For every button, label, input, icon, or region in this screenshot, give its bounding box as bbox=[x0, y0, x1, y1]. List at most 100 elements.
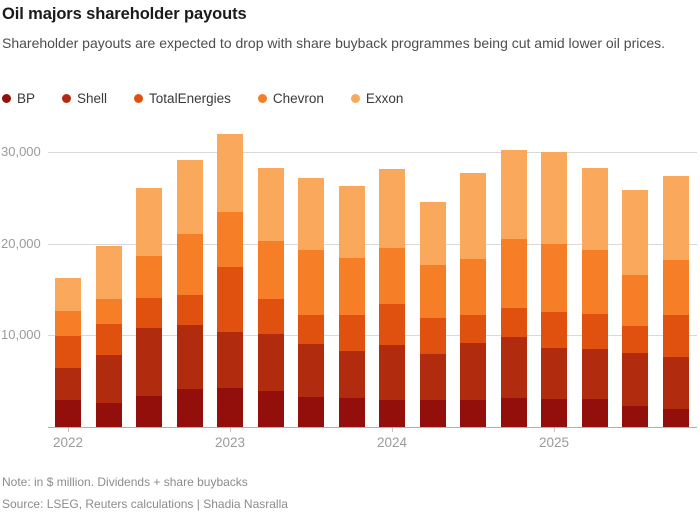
x-axis-year-label: 2022 bbox=[52, 435, 84, 450]
x-axis-line bbox=[48, 427, 697, 428]
legend-item-bp: BP bbox=[2, 91, 35, 106]
bar-segment-chevron-2022-q3 bbox=[136, 255, 162, 299]
bar-segment-exxon-2025-q4 bbox=[662, 175, 689, 261]
bar-segment-exxon-2024-q4 bbox=[500, 150, 527, 239]
chart-subtitle: Shareholder payouts are expected to drop… bbox=[2, 35, 666, 51]
bar-segment-totalenergies-2023-q3 bbox=[298, 315, 324, 344]
y-axis-tick-label: 10,000 bbox=[1, 327, 41, 343]
bar-segment-exxon-2022-q3 bbox=[136, 187, 162, 256]
bar-segment-bp-2024-q4 bbox=[500, 398, 527, 427]
bar-segment-chevron-2023-q4 bbox=[338, 258, 365, 315]
legend-item-chevron: Chevron bbox=[257, 91, 324, 106]
bar-segment-chevron-2025-q2 bbox=[581, 250, 608, 314]
bar-segment-totalenergies-2025-q3 bbox=[622, 325, 648, 354]
legend-dot-icon bbox=[2, 94, 11, 103]
bar-segment-shell-2022-q4 bbox=[176, 325, 203, 390]
bar-segment-shell-2023-q1 bbox=[217, 331, 243, 388]
bar-segment-shell-2025-q2 bbox=[581, 349, 608, 400]
chart-title: Oil majors shareholder payouts bbox=[2, 5, 247, 23]
bar-segment-shell-2025-q4 bbox=[662, 357, 689, 410]
bar-segment-bp-2023-q3 bbox=[298, 397, 324, 427]
gridline-20000 bbox=[48, 243, 697, 245]
bar-segment-shell-2024-q1 bbox=[379, 344, 405, 401]
bar-segment-bp-2023-q4 bbox=[338, 398, 365, 427]
bar-segment-chevron-2023-q3 bbox=[298, 250, 324, 316]
legend-dot-icon bbox=[257, 94, 267, 103]
bar-segment-chevron-2025-q3 bbox=[622, 274, 648, 326]
bar-segment-bp-2022-q3 bbox=[136, 396, 162, 427]
x-axis-year-label: 2025 bbox=[538, 435, 570, 450]
bar-segment-totalenergies-2024-q3 bbox=[460, 314, 486, 344]
legend-item-totalenergies: TotalEnergies bbox=[134, 91, 231, 106]
bar-segment-chevron-2022-q4 bbox=[176, 234, 203, 295]
bar-segment-exxon-2023-q2 bbox=[257, 167, 284, 241]
bar-segment-exxon-2023-q1 bbox=[217, 133, 243, 213]
legend-dot-icon bbox=[350, 94, 360, 103]
bar-segment-bp-2025-q4 bbox=[662, 409, 689, 427]
source-line: Source: LSEG, Reuters calculations | Sha… bbox=[2, 497, 288, 511]
bar-segment-bp-2024-q2 bbox=[419, 400, 446, 427]
bar-segment-chevron-2024-q4 bbox=[500, 238, 527, 308]
x-axis-tick bbox=[392, 428, 393, 432]
bar-segment-shell-2024-q2 bbox=[419, 354, 446, 401]
legend-label: TotalEnergies bbox=[149, 91, 231, 106]
bar-segment-chevron-2023-q1 bbox=[217, 212, 243, 268]
bar-segment-totalenergies-2025-q2 bbox=[581, 313, 608, 350]
bar-segment-totalenergies-2025-q4 bbox=[662, 315, 689, 358]
x-axis-year-label: 2023 bbox=[214, 435, 246, 450]
gridline-30000 bbox=[48, 151, 697, 153]
legend-dot-icon bbox=[134, 94, 144, 103]
bar-segment-exxon-2023-q3 bbox=[298, 177, 324, 251]
legend-item-exxon: Exxon bbox=[350, 91, 404, 106]
legend-item-shell: Shell bbox=[62, 91, 107, 106]
legend-label: Exxon bbox=[365, 91, 404, 106]
x-axis-year-label: 2024 bbox=[376, 435, 408, 450]
bar-segment-bp-2025-q3 bbox=[622, 405, 648, 427]
legend-label: Chevron bbox=[272, 91, 324, 106]
x-axis-tick bbox=[554, 428, 555, 432]
bar-segment-bp-2024-q1 bbox=[379, 400, 405, 427]
bar-segment-shell-2022-q1 bbox=[55, 367, 81, 401]
bar-segment-bp-2024-q3 bbox=[460, 400, 486, 427]
bar-segment-shell-2023-q4 bbox=[338, 351, 365, 399]
y-axis-tick-label: 20,000 bbox=[1, 235, 41, 251]
bar-segment-bp-2025-q1 bbox=[541, 399, 567, 427]
bar-segment-bp-2023-q2 bbox=[257, 391, 284, 427]
footnote: Note: in $ million. Dividends + share bu… bbox=[2, 475, 248, 489]
bar-segment-bp-2022-q1 bbox=[55, 400, 81, 427]
bar-segment-totalenergies-2024-q4 bbox=[500, 307, 527, 337]
bar-segment-chevron-2024-q2 bbox=[419, 265, 446, 318]
bar-segment-shell-2025-q1 bbox=[541, 347, 567, 400]
bar-segment-totalenergies-2023-q4 bbox=[338, 314, 365, 352]
bar-segment-totalenergies-2022-q4 bbox=[176, 294, 203, 326]
bar-segment-totalenergies-2025-q1 bbox=[541, 311, 567, 348]
bar-segment-exxon-2024-q2 bbox=[419, 202, 446, 266]
bar-segment-exxon-2022-q1 bbox=[55, 277, 81, 312]
bar-segment-bp-2022-q4 bbox=[176, 389, 203, 427]
legend-label: Shell bbox=[77, 91, 108, 106]
bar-segment-exxon-2025-q1 bbox=[541, 151, 567, 245]
bar-segment-totalenergies-2024-q1 bbox=[379, 303, 405, 345]
bar-segment-exxon-2025-q2 bbox=[581, 167, 608, 251]
bar-segment-shell-2023-q3 bbox=[298, 343, 324, 398]
bar-segment-totalenergies-2023-q1 bbox=[217, 267, 243, 332]
bar-segment-shell-2022-q3 bbox=[136, 328, 162, 396]
bar-segment-exxon-2023-q4 bbox=[338, 185, 365, 259]
bar-segment-shell-2022-q2 bbox=[95, 355, 122, 404]
legend-dot-icon bbox=[62, 94, 72, 103]
legend-label: BP bbox=[17, 91, 36, 106]
plot-area: 10,000 20,000 30,000 2022 2023 2024 2025 bbox=[0, 125, 700, 465]
bar-segment-chevron-2022-q1 bbox=[55, 311, 81, 337]
bar-segment-exxon-2025-q3 bbox=[622, 190, 648, 275]
bar-segment-shell-2024-q3 bbox=[460, 343, 486, 401]
bar-segment-bp-2025-q2 bbox=[581, 399, 608, 427]
x-axis-tick bbox=[230, 428, 231, 432]
y-axis-tick-label: 30,000 bbox=[1, 143, 41, 159]
bar-segment-chevron-2025-q1 bbox=[541, 244, 567, 312]
bar-segment-shell-2025-q3 bbox=[622, 353, 648, 406]
bar-segment-totalenergies-2022-q3 bbox=[136, 298, 162, 329]
bar-segment-bp-2022-q2 bbox=[95, 403, 122, 427]
bar-segment-bp-2023-q1 bbox=[217, 387, 243, 427]
bar-segment-chevron-2022-q2 bbox=[95, 298, 122, 325]
bar-segment-totalenergies-2024-q2 bbox=[419, 317, 446, 355]
